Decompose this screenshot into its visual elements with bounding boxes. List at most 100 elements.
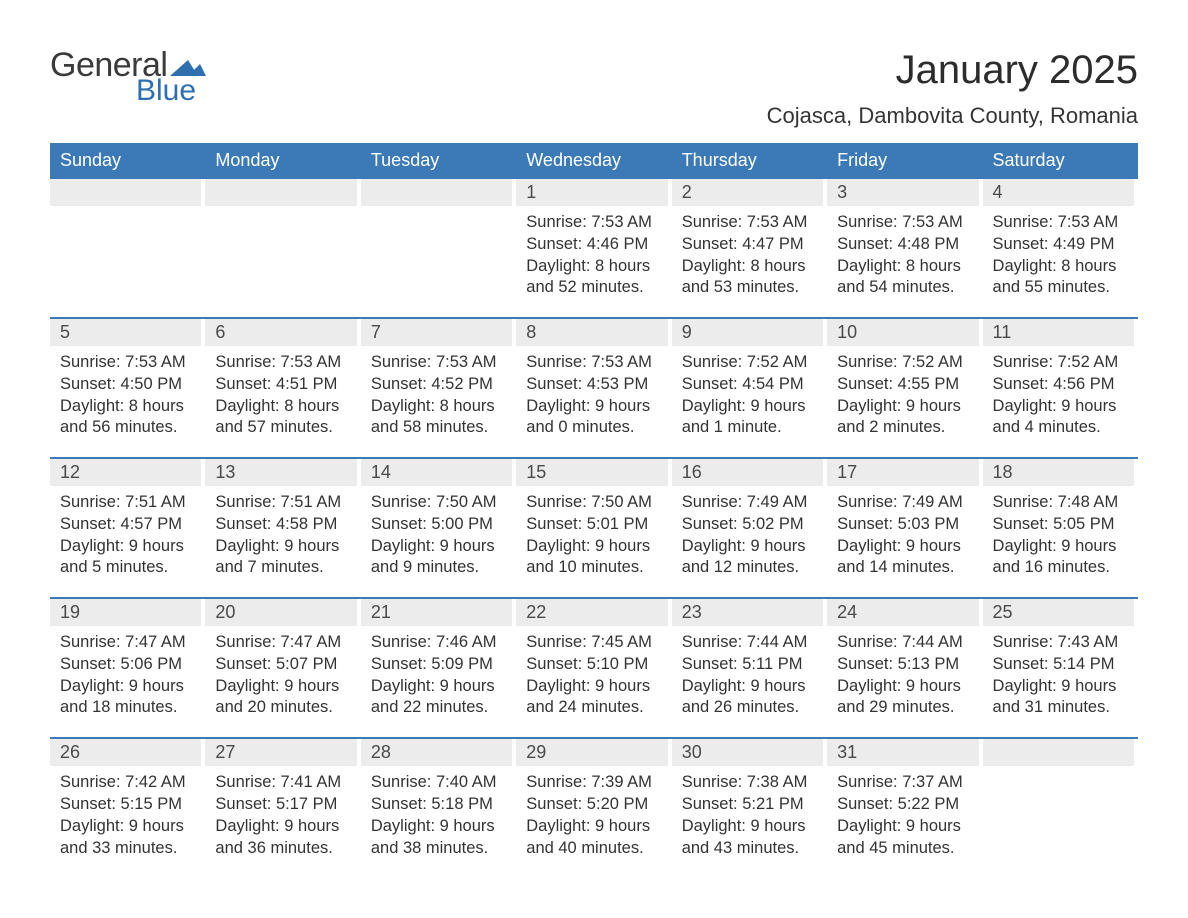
daylight-line: Daylight: 9 hours and 14 minutes. <box>837 536 978 580</box>
calendar-cell: 10Sunrise: 7:52 AMSunset: 4:55 PMDayligh… <box>827 319 982 439</box>
sunrise-line: Sunrise: 7:47 AM <box>60 632 201 654</box>
daylight-line: Daylight: 9 hours and 22 minutes. <box>371 676 512 720</box>
day-number: 8 <box>526 322 536 342</box>
calendar-cell: 18Sunrise: 7:48 AMSunset: 5:05 PMDayligh… <box>983 459 1138 579</box>
day-number-bar: 22 <box>516 599 667 626</box>
sunset-line: Sunset: 5:02 PM <box>682 514 823 536</box>
empty-day-bar <box>361 179 512 206</box>
sunrise-line: Sunrise: 7:44 AM <box>682 632 823 654</box>
weekday-header: Friday <box>827 143 982 179</box>
calendar-cell: 8Sunrise: 7:53 AMSunset: 4:53 PMDaylight… <box>516 319 671 439</box>
daylight-line: Daylight: 9 hours and 43 minutes. <box>682 816 823 860</box>
sunset-line: Sunset: 4:53 PM <box>526 374 667 396</box>
sunrise-line: Sunrise: 7:43 AM <box>993 632 1134 654</box>
calendar-cell: 28Sunrise: 7:40 AMSunset: 5:18 PMDayligh… <box>361 739 516 859</box>
daylight-line: Daylight: 9 hours and 5 minutes. <box>60 536 201 580</box>
day-number-bar: 18 <box>983 459 1134 486</box>
daylight-line: Daylight: 8 hours and 52 minutes. <box>526 256 667 300</box>
calendar-week: 12Sunrise: 7:51 AMSunset: 4:57 PMDayligh… <box>50 457 1138 579</box>
day-data: Sunrise: 7:49 AMSunset: 5:03 PMDaylight:… <box>827 486 978 579</box>
sunset-line: Sunset: 5:22 PM <box>837 794 978 816</box>
sunrise-line: Sunrise: 7:53 AM <box>993 212 1134 234</box>
sunset-line: Sunset: 5:11 PM <box>682 654 823 676</box>
day-data: Sunrise: 7:52 AMSunset: 4:56 PMDaylight:… <box>983 346 1134 439</box>
day-data: Sunrise: 7:53 AMSunset: 4:50 PMDaylight:… <box>50 346 201 439</box>
weekday-header: Saturday <box>983 143 1138 179</box>
empty-day-bar <box>50 179 201 206</box>
sunrise-line: Sunrise: 7:50 AM <box>526 492 667 514</box>
calendar-cell: 23Sunrise: 7:44 AMSunset: 5:11 PMDayligh… <box>672 599 827 719</box>
sunset-line: Sunset: 5:06 PM <box>60 654 201 676</box>
day-data: Sunrise: 7:51 AMSunset: 4:58 PMDaylight:… <box>205 486 356 579</box>
day-number-bar: 5 <box>50 319 201 346</box>
daylight-line: Daylight: 9 hours and 7 minutes. <box>215 536 356 580</box>
sunset-line: Sunset: 5:10 PM <box>526 654 667 676</box>
daylight-line: Daylight: 9 hours and 2 minutes. <box>837 396 978 440</box>
sunrise-line: Sunrise: 7:39 AM <box>526 772 667 794</box>
sunset-line: Sunset: 4:46 PM <box>526 234 667 256</box>
calendar-week: 1Sunrise: 7:53 AMSunset: 4:46 PMDaylight… <box>50 179 1138 299</box>
day-number-bar: 2 <box>672 179 823 206</box>
sunset-line: Sunset: 5:00 PM <box>371 514 512 536</box>
day-data: Sunrise: 7:45 AMSunset: 5:10 PMDaylight:… <box>516 626 667 719</box>
day-number: 22 <box>526 602 546 622</box>
day-number-bar: 30 <box>672 739 823 766</box>
daylight-line: Daylight: 9 hours and 38 minutes. <box>371 816 512 860</box>
calendar-week: 5Sunrise: 7:53 AMSunset: 4:50 PMDaylight… <box>50 317 1138 439</box>
daylight-line: Daylight: 9 hours and 20 minutes. <box>215 676 356 720</box>
daylight-line: Daylight: 8 hours and 53 minutes. <box>682 256 823 300</box>
sunset-line: Sunset: 4:55 PM <box>837 374 978 396</box>
sunset-line: Sunset: 4:50 PM <box>60 374 201 396</box>
calendar-cell: 1Sunrise: 7:53 AMSunset: 4:46 PMDaylight… <box>516 179 671 299</box>
day-number-bar: 12 <box>50 459 201 486</box>
day-number: 4 <box>993 182 1003 202</box>
day-data: Sunrise: 7:53 AMSunset: 4:46 PMDaylight:… <box>516 206 667 299</box>
calendar-cell: 16Sunrise: 7:49 AMSunset: 5:02 PMDayligh… <box>672 459 827 579</box>
calendar-cell: 30Sunrise: 7:38 AMSunset: 5:21 PMDayligh… <box>672 739 827 859</box>
calendar-cell: 14Sunrise: 7:50 AMSunset: 5:00 PMDayligh… <box>361 459 516 579</box>
daylight-line: Daylight: 8 hours and 55 minutes. <box>993 256 1134 300</box>
calendar-cell <box>205 179 360 299</box>
day-data: Sunrise: 7:38 AMSunset: 5:21 PMDaylight:… <box>672 766 823 859</box>
day-data: Sunrise: 7:50 AMSunset: 5:01 PMDaylight:… <box>516 486 667 579</box>
sunrise-line: Sunrise: 7:53 AM <box>837 212 978 234</box>
daylight-line: Daylight: 9 hours and 26 minutes. <box>682 676 823 720</box>
daylight-line: Daylight: 9 hours and 1 minute. <box>682 396 823 440</box>
sunset-line: Sunset: 5:14 PM <box>993 654 1134 676</box>
day-data: Sunrise: 7:47 AMSunset: 5:06 PMDaylight:… <box>50 626 201 719</box>
month-title: January 2025 <box>767 48 1138 93</box>
day-number: 13 <box>215 462 235 482</box>
sunset-line: Sunset: 5:18 PM <box>371 794 512 816</box>
sunrise-line: Sunrise: 7:47 AM <box>215 632 356 654</box>
calendar-cell: 21Sunrise: 7:46 AMSunset: 5:09 PMDayligh… <box>361 599 516 719</box>
daylight-line: Daylight: 9 hours and 24 minutes. <box>526 676 667 720</box>
calendar-cell <box>983 739 1138 859</box>
day-data: Sunrise: 7:52 AMSunset: 4:55 PMDaylight:… <box>827 346 978 439</box>
empty-day-bar <box>205 179 356 206</box>
sunrise-line: Sunrise: 7:48 AM <box>993 492 1134 514</box>
sunrise-line: Sunrise: 7:51 AM <box>60 492 201 514</box>
day-number: 29 <box>526 742 546 762</box>
day-data: Sunrise: 7:47 AMSunset: 5:07 PMDaylight:… <box>205 626 356 719</box>
sunset-line: Sunset: 5:09 PM <box>371 654 512 676</box>
sunset-line: Sunset: 5:13 PM <box>837 654 978 676</box>
sunrise-line: Sunrise: 7:53 AM <box>215 352 356 374</box>
calendar-cell: 24Sunrise: 7:44 AMSunset: 5:13 PMDayligh… <box>827 599 982 719</box>
calendar-cell: 25Sunrise: 7:43 AMSunset: 5:14 PMDayligh… <box>983 599 1138 719</box>
sunset-line: Sunset: 4:48 PM <box>837 234 978 256</box>
day-data: Sunrise: 7:37 AMSunset: 5:22 PMDaylight:… <box>827 766 978 859</box>
day-data: Sunrise: 7:44 AMSunset: 5:13 PMDaylight:… <box>827 626 978 719</box>
weekday-header: Wednesday <box>516 143 671 179</box>
daylight-line: Daylight: 9 hours and 9 minutes. <box>371 536 512 580</box>
calendar-cell <box>50 179 205 299</box>
day-data: Sunrise: 7:53 AMSunset: 4:48 PMDaylight:… <box>827 206 978 299</box>
sunset-line: Sunset: 4:57 PM <box>60 514 201 536</box>
day-number: 28 <box>371 742 391 762</box>
day-number-bar: 13 <box>205 459 356 486</box>
day-number-bar: 9 <box>672 319 823 346</box>
day-data: Sunrise: 7:43 AMSunset: 5:14 PMDaylight:… <box>983 626 1134 719</box>
day-data: Sunrise: 7:53 AMSunset: 4:52 PMDaylight:… <box>361 346 512 439</box>
calendar-cell: 7Sunrise: 7:53 AMSunset: 4:52 PMDaylight… <box>361 319 516 439</box>
sunset-line: Sunset: 5:17 PM <box>215 794 356 816</box>
day-number-bar: 31 <box>827 739 978 766</box>
